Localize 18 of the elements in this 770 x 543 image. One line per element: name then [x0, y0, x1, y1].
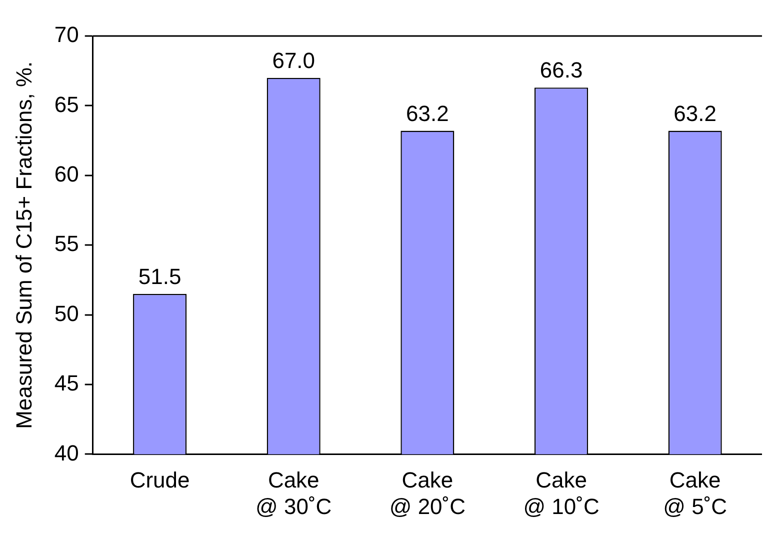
y-tick-label: 65 — [54, 92, 79, 117]
x-tick-label: Crude — [130, 467, 190, 492]
y-tick-label: 70 — [54, 22, 79, 48]
y-tick-label: 60 — [54, 161, 79, 186]
y-tick-label: 40 — [54, 440, 79, 466]
x-tick-label: Cake @ 20˚C — [389, 467, 466, 519]
y-tick-label: 50 — [54, 300, 79, 326]
data-label: 63.2 — [406, 100, 449, 126]
y-axis-title: Measured Sum of C15+ Fractions, %. — [11, 61, 36, 429]
y-tick-label: 55 — [54, 231, 79, 256]
x-tick-label: Cake @ 10˚C — [523, 467, 600, 519]
data-label: 66.3 — [540, 58, 583, 83]
x-tick-label: Cake @ 5˚C — [663, 467, 728, 519]
y-tick-label: 45 — [54, 370, 79, 396]
data-label: 51.5 — [138, 264, 182, 289]
x-tick-label: Cake @ 30˚C — [256, 467, 332, 519]
data-label: 63.2 — [674, 100, 716, 126]
data-label: 67.0 — [272, 48, 316, 73]
